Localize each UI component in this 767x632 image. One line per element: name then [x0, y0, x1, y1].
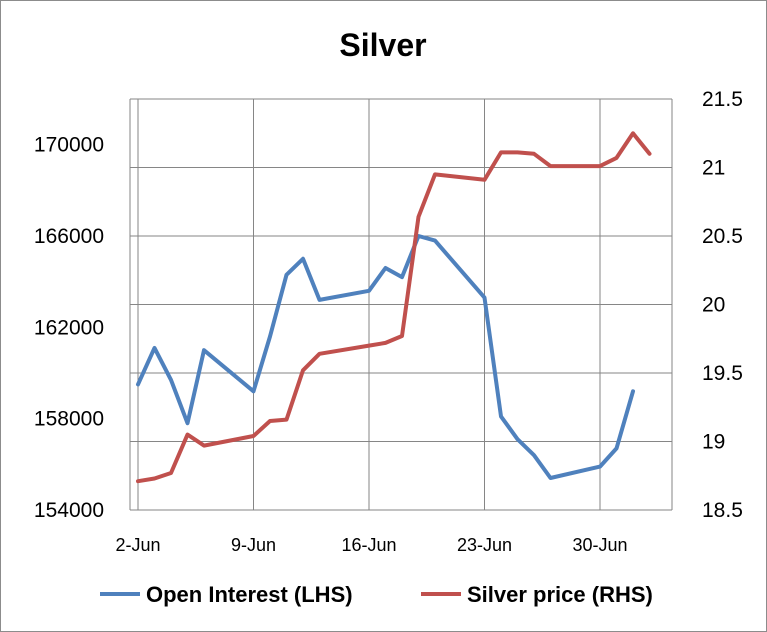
left-tick-label: 162000	[34, 316, 104, 339]
series-line-silver-price	[136, 131, 652, 484]
right-tick-label: 18.5	[702, 499, 743, 522]
x-tick-label: 2-Jun	[115, 535, 160, 555]
right-tick-label: 20	[702, 294, 725, 317]
x-tick-label: 16-Jun	[341, 535, 396, 555]
series-line-open-interest	[136, 234, 635, 480]
x-tick-label: 30-Jun	[572, 535, 627, 555]
x-tick-label: 9-Jun	[231, 535, 276, 555]
axes: 154000 158000 162000 166000 170000 18.5 19 19.5…	[34, 88, 743, 555]
legend-label: Open Interest (LHS)	[146, 582, 353, 607]
chart-title: Silver	[339, 27, 426, 63]
legend: Open Interest (LHS) Silver price (RHS)	[100, 582, 653, 607]
series-lines	[136, 131, 652, 484]
right-tick-label: 21.5	[702, 88, 743, 111]
left-tick-label: 154000	[34, 499, 104, 522]
left-tick-label: 166000	[34, 225, 104, 248]
right-tick-label: 20.5	[702, 225, 743, 248]
right-tick-label: 19.5	[702, 362, 743, 385]
left-tick-label: 158000	[34, 408, 104, 431]
right-tick-label: 19	[702, 431, 725, 454]
gridlines	[130, 98, 672, 511]
left-tick-label: 170000	[34, 134, 104, 157]
x-tick-label: 23-Jun	[457, 535, 512, 555]
right-tick-label: 21	[702, 157, 725, 180]
legend-label: Silver price (RHS)	[467, 582, 653, 607]
